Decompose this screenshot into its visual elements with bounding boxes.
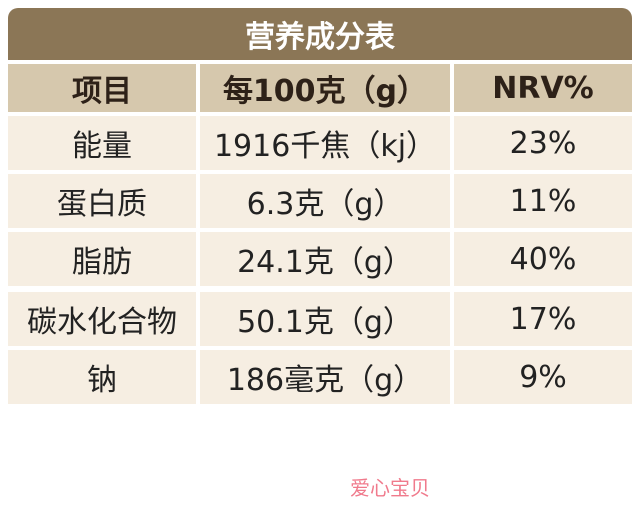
table-cell: 50.1克（g） (200, 292, 450, 346)
header-cell: 项目 (8, 64, 196, 112)
table-cell: 钠 (8, 350, 196, 404)
table-cell: 能量 (8, 116, 196, 170)
table-cell: 脂肪 (8, 232, 196, 286)
table-cell: 1916千焦（kj） (200, 116, 450, 170)
table-cell: 23% (454, 116, 632, 170)
table-cell: 6.3克（g） (200, 174, 450, 228)
table-cell: 17% (454, 292, 632, 346)
table-cell: 40% (454, 232, 632, 286)
table-cell: 碳水化合物 (8, 292, 196, 346)
table-title: 营养成分表 (8, 8, 632, 60)
watermark: 爱心宝贝 (350, 476, 430, 500)
table-cell: 24.1克（g） (200, 232, 450, 286)
table-cell: 蛋白质 (8, 174, 196, 228)
header-cell: 每100克（g） (200, 64, 450, 112)
header-cell: NRV% (454, 64, 632, 112)
table-cell: 11% (454, 174, 632, 228)
table-cell: 9% (454, 350, 632, 404)
table-cell: 186毫克（g） (200, 350, 450, 404)
